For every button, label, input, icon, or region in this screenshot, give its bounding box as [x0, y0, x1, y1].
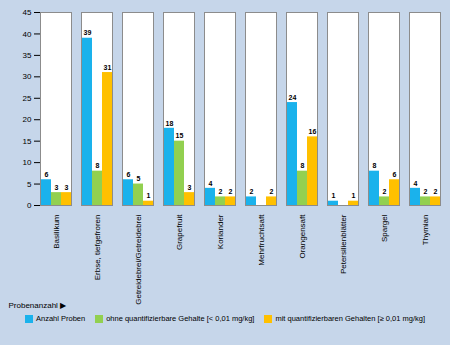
svg-text:31: 31	[104, 64, 112, 71]
svg-text:30: 30	[23, 72, 32, 81]
svg-text:0: 0	[27, 201, 32, 210]
svg-text:1: 1	[352, 192, 356, 199]
svg-text:Thymian: Thymian	[421, 215, 430, 246]
svg-text:Spargel: Spargel	[380, 214, 389, 242]
svg-text:15: 15	[176, 132, 184, 139]
svg-text:39: 39	[84, 29, 92, 36]
svg-text:2: 2	[434, 188, 438, 195]
svg-text:2: 2	[270, 188, 274, 195]
html-text:Anzahl Proben: Anzahl Proben	[36, 314, 86, 323]
svg-text:6: 6	[127, 171, 131, 178]
svg-text:3: 3	[65, 184, 69, 191]
svg-text:8: 8	[373, 162, 377, 169]
svg-text:20: 20	[23, 115, 32, 124]
html-text:mit quantifizierbaren Gehalten: mit quantifizierbaren Gehalten [≥ 0,01 m…	[275, 314, 425, 323]
svg-text:5: 5	[27, 180, 32, 189]
svg-text:4: 4	[414, 180, 418, 187]
svg-text:6: 6	[45, 171, 49, 178]
svg-text:1: 1	[332, 192, 336, 199]
svg-text:18: 18	[166, 120, 174, 127]
svg-text:35: 35	[23, 51, 32, 60]
svg-text:3: 3	[55, 184, 59, 191]
svg-text:2: 2	[424, 188, 428, 195]
svg-text:Orangensaft: Orangensaft	[298, 214, 307, 259]
svg-text:2: 2	[250, 188, 254, 195]
svg-text:40: 40	[23, 30, 32, 39]
svg-text:6: 6	[393, 171, 397, 178]
svg-text:10: 10	[23, 158, 32, 167]
svg-text:2: 2	[219, 188, 223, 195]
svg-text:8: 8	[301, 162, 305, 169]
svg-text:Grapefruit: Grapefruit	[175, 214, 184, 250]
svg-text:15: 15	[23, 137, 32, 146]
svg-text:2: 2	[383, 188, 387, 195]
svg-text:24: 24	[289, 94, 297, 101]
svg-text:Koriander: Koriander	[216, 214, 225, 249]
svg-text:5: 5	[137, 175, 141, 182]
html-text:ohne quantifizierbare Gehalte: ohne quantifizierbare Gehalte [< 0,01 mg…	[106, 314, 255, 323]
svg-text:Basilikum: Basilikum	[52, 214, 61, 249]
svg-text:16: 16	[309, 128, 317, 135]
svg-text:2: 2	[229, 188, 233, 195]
svg-text:Getreidebrei/Getreidebrei: Getreidebrei/Getreidebrei	[134, 214, 143, 304]
svg-text:Petersilienblätter: Petersilienblätter	[339, 214, 348, 274]
svg-text:45: 45	[23, 8, 32, 17]
svg-text:Mehrfruchtsaft: Mehrfruchtsaft	[257, 214, 266, 266]
svg-text:4: 4	[209, 180, 213, 187]
svg-text:8: 8	[96, 162, 100, 169]
svg-text:1: 1	[147, 192, 151, 199]
svg-text:Probenanzahl ▶: Probenanzahl ▶	[9, 301, 68, 310]
svg-text:Erbse, tiefgefroren: Erbse, tiefgefroren	[93, 215, 102, 281]
svg-text:3: 3	[188, 184, 192, 191]
svg-text:25: 25	[23, 94, 32, 103]
